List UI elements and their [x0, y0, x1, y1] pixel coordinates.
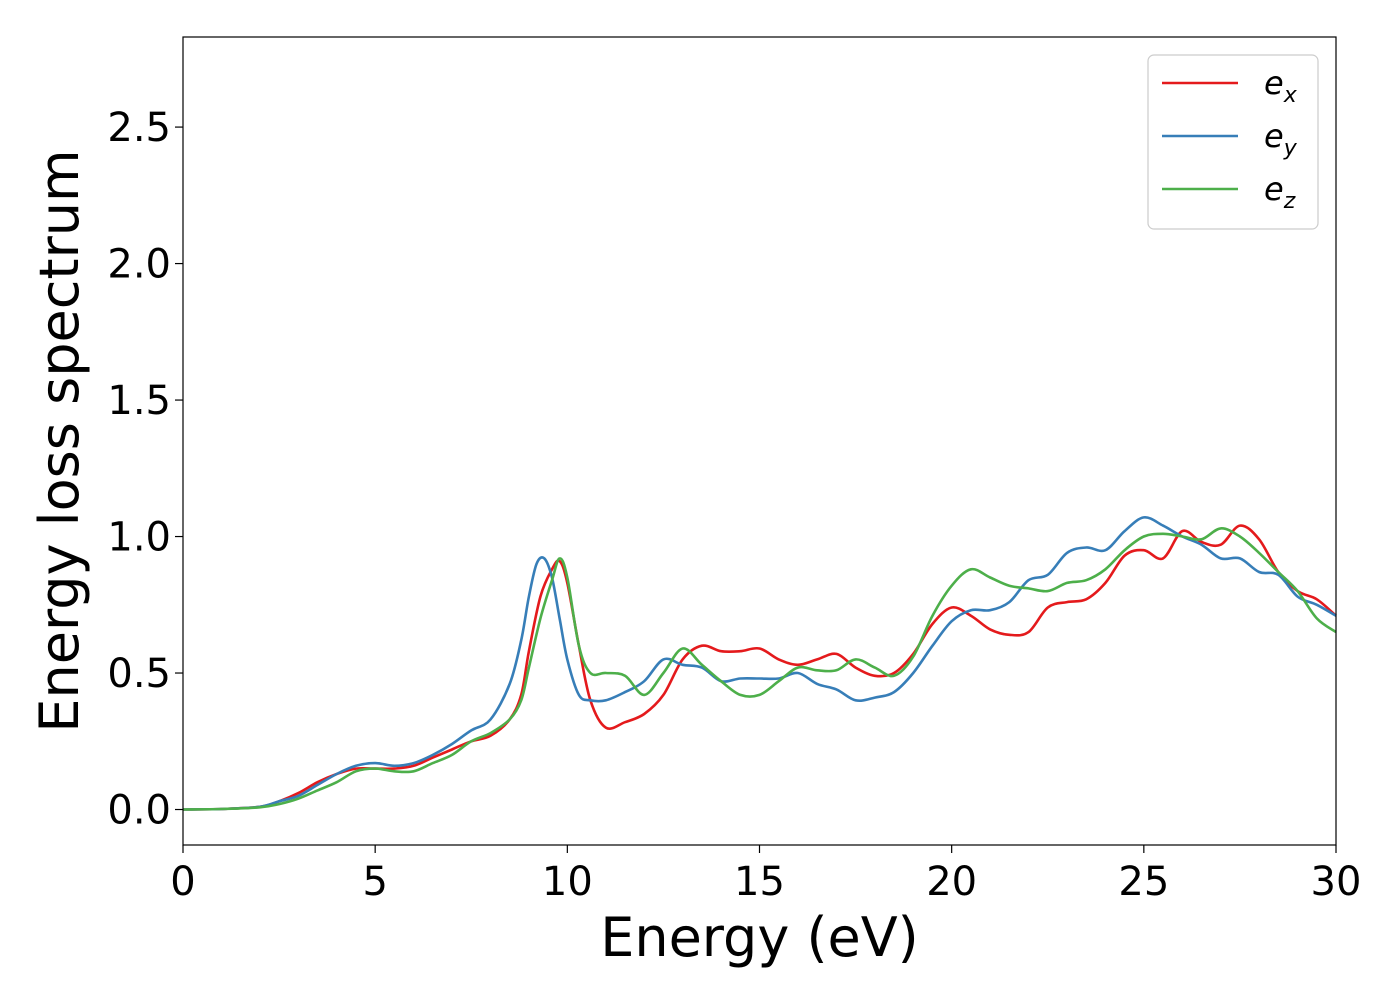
legend-label-x: ex — [1264, 64, 1298, 108]
x-tick-label: 20 — [926, 859, 977, 905]
x-axis-label: Energy (eV) — [600, 906, 919, 969]
y-axis: 0.0 0.5 1.0 1.5 2.0 2.5 — [107, 105, 183, 834]
series-line-x — [182, 524, 1337, 811]
y-tick-label: 1.0 — [107, 515, 171, 561]
x-tick-label: 0 — [170, 859, 195, 905]
y-tick-label: 1.5 — [107, 378, 171, 424]
y-tick-label: 0.0 — [107, 788, 171, 834]
x-tick-label: 30 — [1311, 859, 1362, 905]
y-tick-label: 2.5 — [107, 105, 171, 151]
series-layer — [182, 516, 1337, 811]
legend: ex ey ez — [1147, 54, 1319, 230]
legend-box — [1147, 54, 1319, 230]
y-tick-label: 2.0 — [107, 242, 171, 288]
series-line-z — [182, 527, 1337, 811]
y-tick-label: 0.5 — [107, 651, 171, 697]
x-axis: 0 5 10 15 20 25 30 — [170, 845, 1361, 905]
x-tick-label: 15 — [734, 859, 785, 905]
x-tick-label: 25 — [1118, 859, 1169, 905]
series-line-y — [182, 516, 1337, 811]
y-axis-label: Energy loss spectrum — [28, 149, 91, 732]
x-tick-label: 10 — [542, 859, 593, 905]
legend-label-z: ez — [1264, 170, 1296, 214]
x-tick-label: 5 — [362, 859, 387, 905]
legend-label-y: ey — [1264, 117, 1298, 161]
